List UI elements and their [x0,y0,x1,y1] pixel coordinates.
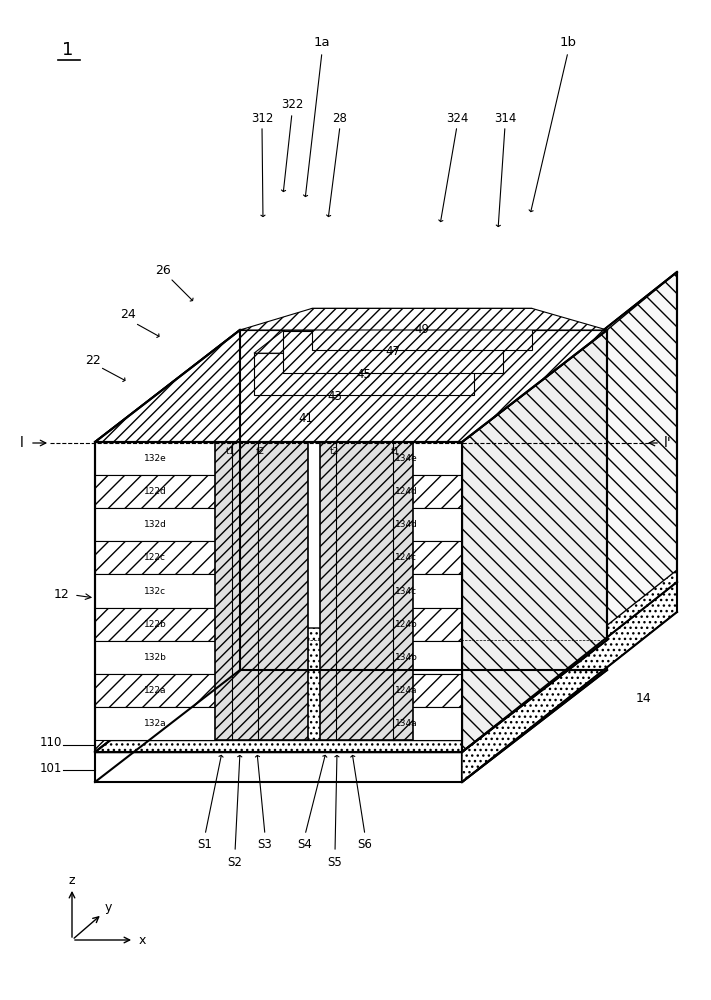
Bar [320,442,413,740]
Text: t1: t1 [225,448,235,456]
Polygon shape [196,398,416,440]
Text: 1b: 1b [560,35,577,48]
Text: 132a: 132a [144,719,166,728]
Polygon shape [95,330,607,442]
Text: 122d: 122d [144,487,166,496]
Text: 132d: 132d [144,520,166,529]
Text: 24: 24 [120,308,136,322]
Text: S5: S5 [328,856,343,868]
Bar [95,475,215,508]
Text: 1: 1 [63,41,74,59]
Bar [95,574,215,608]
Text: l': l' [664,436,672,450]
Polygon shape [254,331,503,353]
Bar [95,541,215,574]
Text: 43: 43 [328,390,343,403]
Bar [95,740,462,752]
Text: 41: 41 [299,412,314,426]
Bar [350,608,462,641]
Text: 134d: 134d [395,520,417,529]
Text: 124d: 124d [395,487,417,496]
Text: x: x [139,934,146,946]
Bar [350,574,462,608]
Text: 132b: 132b [144,653,166,662]
Text: 134c: 134c [395,586,417,595]
Polygon shape [240,308,607,330]
Polygon shape [95,330,240,752]
Polygon shape [462,272,677,752]
Text: 134a: 134a [395,719,417,728]
Text: 47: 47 [385,345,400,358]
Text: S1: S1 [198,838,213,852]
Text: 124b: 124b [395,620,417,629]
Text: 45: 45 [356,368,371,381]
Bar [350,508,462,541]
Bar [350,674,462,707]
Text: S4: S4 [298,838,312,852]
Text: l: l [20,436,24,450]
Text: 12: 12 [54,588,70,601]
Text: 124a: 124a [395,686,417,695]
Polygon shape [225,353,474,376]
Text: 324: 324 [446,111,468,124]
Polygon shape [283,308,532,331]
Text: 22: 22 [85,354,101,366]
Text: 28: 28 [333,111,348,124]
Bar [350,442,462,475]
Text: t2: t2 [255,448,264,456]
Polygon shape [95,628,607,740]
Bar [350,707,462,740]
Bar [350,475,462,508]
Text: 101: 101 [40,762,62,774]
Bar [95,508,215,541]
Polygon shape [462,272,677,442]
Text: 122c: 122c [144,553,166,562]
Text: y: y [105,902,112,914]
Polygon shape [312,308,532,350]
Polygon shape [95,640,607,752]
Polygon shape [462,640,607,782]
Bar [95,752,462,782]
Text: 1a: 1a [314,35,331,48]
Bar [95,707,215,740]
Bar [95,641,215,674]
Polygon shape [462,628,607,752]
Polygon shape [196,376,445,398]
Bar [95,442,215,475]
Text: 124c: 124c [395,553,417,562]
Bar [350,541,462,574]
Text: 132e: 132e [144,454,166,463]
Bar [350,641,462,674]
Text: 49: 49 [415,323,429,336]
Polygon shape [462,570,677,752]
Text: S6: S6 [358,838,373,852]
Polygon shape [254,353,474,395]
Text: 122b: 122b [144,620,166,629]
Text: t1: t1 [390,448,400,456]
Text: 322: 322 [281,99,303,111]
Text: 122a: 122a [144,686,166,695]
Polygon shape [283,331,503,373]
Text: 132c: 132c [144,586,166,595]
Text: 312: 312 [251,111,273,124]
Text: t2: t2 [329,448,338,456]
Polygon shape [225,376,445,418]
Text: z: z [69,874,75,886]
Bar [95,608,215,641]
Text: 134b: 134b [395,653,417,662]
Text: S2: S2 [228,856,242,868]
Text: 314: 314 [494,111,516,124]
Bar [95,674,215,707]
Text: S3: S3 [257,838,272,852]
Polygon shape [462,330,607,752]
Text: 26: 26 [155,263,171,276]
Bar [215,442,308,740]
Text: 14: 14 [636,692,652,704]
Text: 110: 110 [40,736,62,750]
Text: 134e: 134e [395,454,417,463]
Polygon shape [462,582,677,782]
